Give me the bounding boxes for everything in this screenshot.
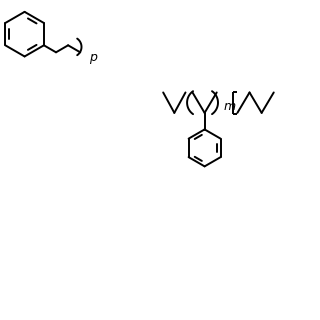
Text: p: p [89, 51, 97, 64]
Text: m: m [224, 100, 236, 113]
